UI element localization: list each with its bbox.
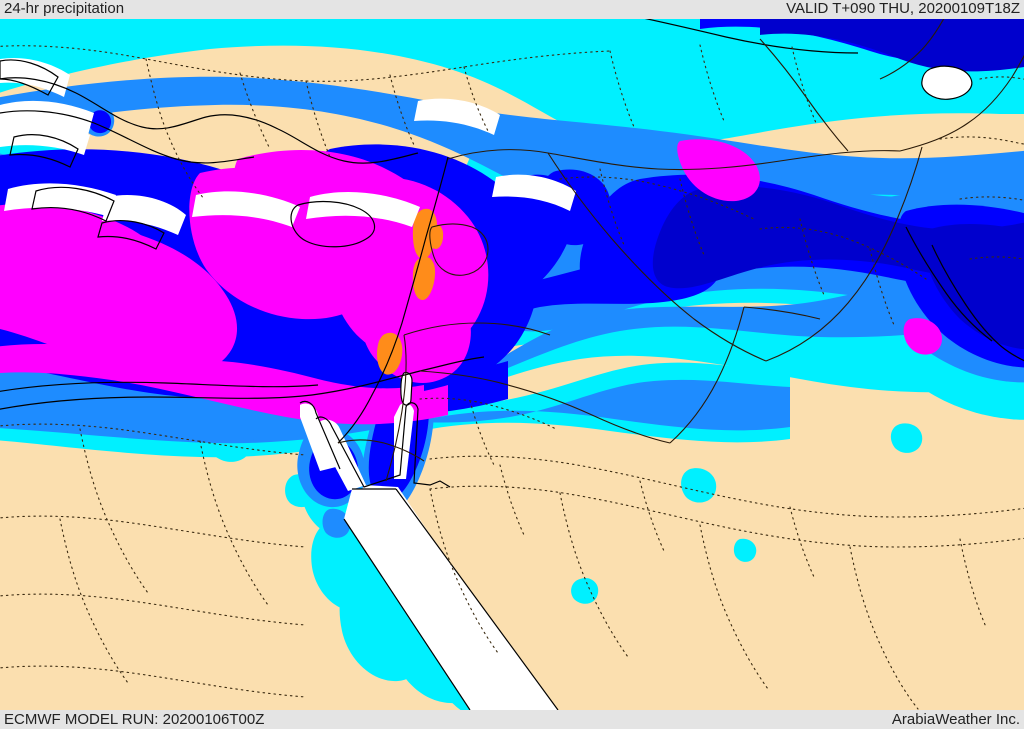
model-run-label: ECMWF MODEL RUN: 20200106T00Z xyxy=(4,711,265,728)
precip-band-magenta xyxy=(0,139,942,425)
arabian-gulf-coastline xyxy=(931,244,1024,362)
lebanon-border xyxy=(429,223,489,276)
map-canvas xyxy=(0,19,1024,710)
lake-urmia-water xyxy=(921,66,972,100)
sinai-coastline xyxy=(315,402,451,488)
red-sea-east-coast xyxy=(395,488,559,710)
admin-borders-dotted xyxy=(0,44,1024,710)
dead-sea-outline xyxy=(400,371,413,406)
header-bar: 24-hr precipitation VALID T+090 THU, 202… xyxy=(0,0,1024,19)
turkey-coastline xyxy=(0,77,419,164)
valid-time-label: VALID T+090 THU, 20200109T18Z xyxy=(786,0,1020,17)
footer-bar: ECMWF MODEL RUN: 20200106T00Z ArabiaWeat… xyxy=(0,710,1024,729)
precip-band-darkblue xyxy=(652,19,1024,350)
gulf-of-aqaba-water xyxy=(394,403,414,479)
precipitation-map[interactable] xyxy=(0,19,1024,710)
turkey-syria-border xyxy=(447,149,901,171)
lake-urmia-outline xyxy=(921,65,973,100)
page-title: 24-hr precipitation xyxy=(4,0,125,17)
red-sea-west-coast xyxy=(343,518,471,710)
gulf-of-suez-water xyxy=(318,419,366,491)
black-sea-coastline xyxy=(644,19,859,54)
egypt-med-coastline xyxy=(0,356,485,410)
egypt-israel-border xyxy=(337,439,425,462)
israel-jordan-border xyxy=(385,334,407,482)
coastlines xyxy=(0,19,1024,710)
syria-iraq-border xyxy=(547,152,767,362)
water-bodies xyxy=(0,57,972,710)
levant-coastline xyxy=(337,156,449,444)
national-borders-solid xyxy=(337,19,1024,482)
cyprus-coastline xyxy=(290,200,376,248)
jordan-saudi-border xyxy=(419,370,671,444)
provider-label: ArabiaWeather Inc. xyxy=(891,711,1020,728)
